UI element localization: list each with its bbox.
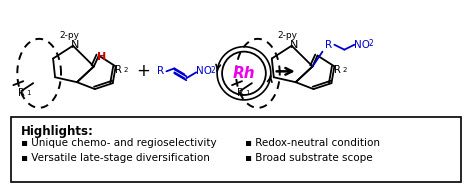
Text: ▪ Unique chemo- and regioselectivity: ▪ Unique chemo- and regioselectivity bbox=[21, 138, 217, 148]
Text: Rh: Rh bbox=[233, 66, 255, 81]
Text: R: R bbox=[157, 66, 164, 76]
Text: NO: NO bbox=[196, 66, 212, 76]
Text: 1: 1 bbox=[26, 90, 31, 96]
Text: 2: 2 bbox=[342, 67, 347, 73]
Text: ▪ Redox-neutral condition: ▪ Redox-neutral condition bbox=[245, 138, 380, 148]
Text: 2-py: 2-py bbox=[59, 31, 79, 40]
Text: 2: 2 bbox=[124, 67, 128, 73]
Text: ▪ Broad substrate scope: ▪ Broad substrate scope bbox=[245, 153, 373, 163]
Text: 1: 1 bbox=[245, 90, 249, 96]
Text: H: H bbox=[97, 52, 107, 61]
Text: N: N bbox=[71, 40, 79, 50]
Text: R: R bbox=[115, 65, 122, 75]
Text: 2: 2 bbox=[210, 66, 215, 75]
Text: R: R bbox=[334, 65, 341, 75]
Text: R: R bbox=[237, 88, 244, 98]
Text: Highlights:: Highlights: bbox=[21, 124, 94, 138]
Text: 2-py: 2-py bbox=[278, 31, 298, 40]
Text: R: R bbox=[18, 88, 25, 98]
FancyBboxPatch shape bbox=[11, 117, 461, 182]
Text: R: R bbox=[325, 40, 332, 50]
Text: NO: NO bbox=[354, 40, 370, 50]
Text: N: N bbox=[290, 40, 298, 50]
Text: 2: 2 bbox=[368, 39, 373, 48]
Text: +: + bbox=[137, 62, 150, 80]
Text: ▪ Versatile late-stage diversification: ▪ Versatile late-stage diversification bbox=[21, 153, 210, 163]
